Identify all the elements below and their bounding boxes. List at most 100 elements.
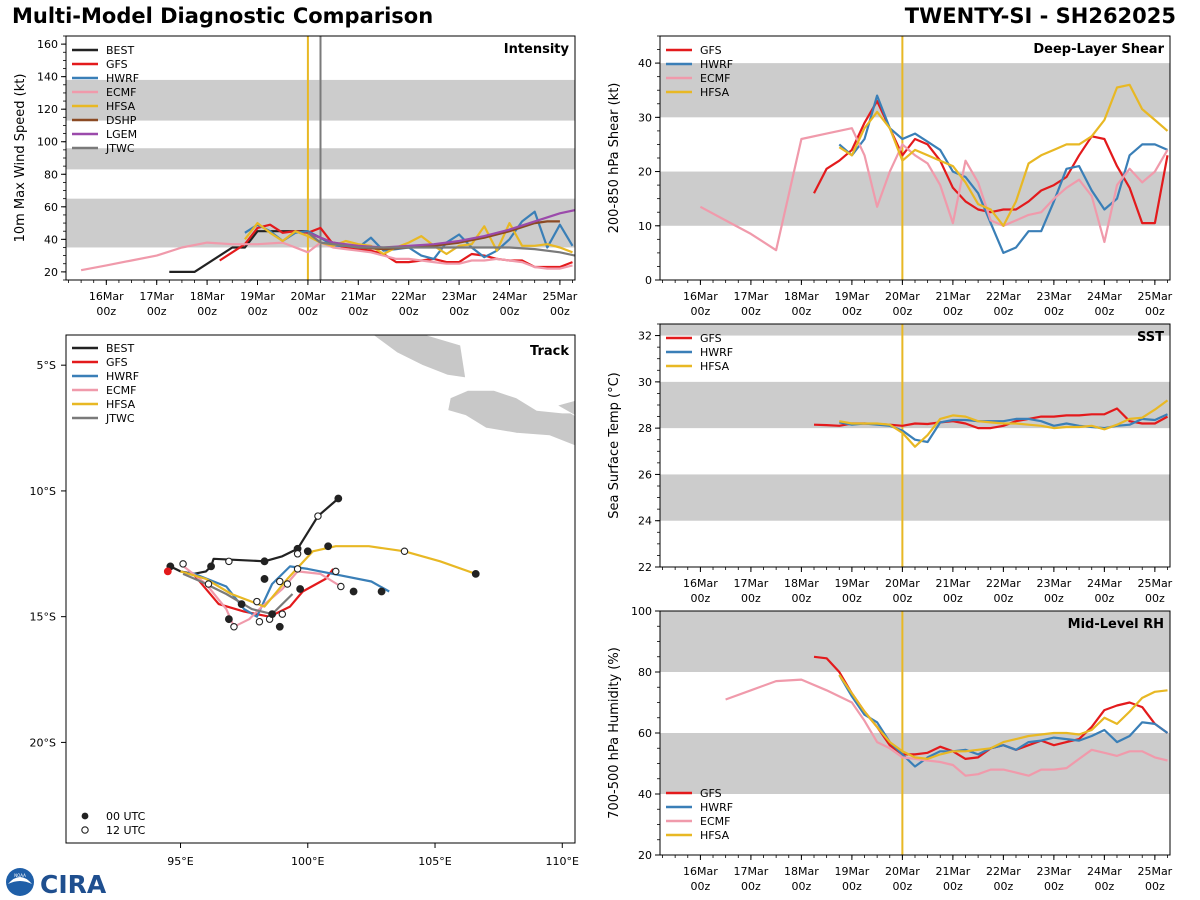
sst-xtick-label-day: 18Mar	[784, 577, 819, 590]
rh-xtick-label-hour: 00z	[1044, 880, 1064, 893]
rh-xtick-label-day: 17Mar	[734, 865, 769, 878]
noaa-seal-label: NOAA	[14, 873, 26, 878]
shear-xtick-label-day: 19Mar	[834, 290, 869, 303]
rh-xtick-label-hour: 00z	[741, 880, 761, 893]
intensity-ytick-label: 140	[37, 71, 58, 84]
intensity-xtick-label-day: 21Mar	[341, 290, 376, 303]
track-title: Track	[530, 344, 569, 359]
sst-series-hfsa	[839, 399, 1169, 448]
shear-ylabel: 200-850 hPa Shear (kt)	[607, 83, 622, 234]
intensity-ytick-label: 120	[37, 103, 58, 116]
track-point-12utc	[253, 597, 261, 606]
intensity-xtick-label-day: 17Mar	[139, 290, 174, 303]
rh-title: Mid-Level RH	[1068, 617, 1164, 632]
track-legend-label-00utc: 00 UTC	[106, 810, 146, 823]
sst-xtick-label-hour: 00z	[741, 592, 761, 605]
shear-legend-label-hwrf: HWRF	[700, 58, 733, 71]
track-point-00utc	[224, 615, 233, 624]
intensity-legend-label-best: BEST	[106, 44, 134, 57]
shear-xtick-label-hour: 00z	[892, 305, 912, 318]
rh-xtick-label-hour: 00z	[1094, 880, 1114, 893]
noaa-seal-icon	[6, 868, 34, 896]
track-point-00utc	[296, 585, 305, 593]
intensity-xtick-label-day: 16Mar	[89, 290, 124, 303]
track-land-0	[372, 335, 467, 379]
track-point-12utc	[204, 580, 213, 588]
shear-band-1	[660, 63, 1170, 118]
sst-xtick-label-hour: 00z	[1145, 592, 1165, 605]
intensity-ytick-label: 100	[37, 136, 58, 149]
sst-xtick-label-hour: 00z	[892, 592, 912, 605]
intensity-xtick-label-hour: 00z	[147, 305, 167, 318]
track-point-12utc	[230, 622, 238, 631]
rh-xtick-label-hour: 00z	[691, 880, 711, 893]
intensity-xtick-label-hour: 00z	[449, 305, 469, 318]
intensity-xtick-label-day: 20Mar	[291, 290, 326, 303]
track-point-00utc	[163, 567, 172, 576]
intensity-xtick-label-hour: 00z	[348, 305, 368, 318]
track-point-12utc	[255, 617, 264, 626]
intensity-legend-label-lgem: LGEM	[106, 128, 137, 141]
sst-xtick-label-day: 24Mar	[1087, 577, 1122, 590]
sst-band-2	[660, 324, 1170, 336]
shear-xtick-label-day: 25Mar	[1137, 290, 1172, 303]
track-series-hfsa	[180, 545, 477, 608]
rh-xtick-label-hour: 00z	[892, 880, 912, 893]
rh-series-ecmf	[725, 678, 1168, 777]
track-point-12utc	[225, 557, 233, 566]
sst-ytick-label: 22	[638, 561, 652, 574]
intensity-ytick-label: 40	[44, 233, 58, 246]
rh-xtick-label-day: 20Mar	[885, 865, 920, 878]
track-point-12utc	[179, 560, 187, 568]
track-series-best	[169, 497, 340, 576]
intensity-xtick-label-hour: 00z	[248, 305, 268, 318]
sst-xtick-label-hour: 00z	[691, 592, 711, 605]
sst-xtick-label-day: 22Mar	[986, 577, 1021, 590]
shear-legend-label-ecmf: ECMF	[700, 72, 730, 85]
sst-xtick-label-day: 20Mar	[885, 577, 920, 590]
shear-legend-label-hfsa: HFSA	[700, 86, 730, 99]
sst-ytick-label: 30	[638, 376, 652, 389]
rh-ylabel: 700-500 hPa Humidity (%)	[607, 647, 622, 819]
intensity-xtick-label-day: 25Mar	[542, 290, 577, 303]
rh-ytick-label: 20	[638, 849, 652, 862]
shear-xtick-label-hour: 00z	[1145, 305, 1165, 318]
track-point-12utc	[293, 550, 302, 558]
rh-xtick-label-day: 21Mar	[935, 865, 970, 878]
shear-band-0	[660, 171, 1170, 226]
rh-ytick-label: 60	[638, 727, 652, 740]
intensity-ytick-label: 60	[44, 201, 58, 214]
intensity-ylabel: 10m Max Wind Speed (kt)	[13, 74, 28, 243]
shear-legend-label-gfs: GFS	[700, 44, 722, 57]
track-legend-marker-12utc	[81, 826, 89, 834]
rh-legend-label-gfs: GFS	[700, 787, 722, 800]
intensity-xtick-label-hour: 00z	[399, 305, 419, 318]
track-land-1	[447, 389, 575, 447]
sst-ytick-label: 32	[638, 330, 652, 343]
track-point-00utc	[334, 494, 343, 503]
rh-xtick-label-day: 23Mar	[1036, 865, 1071, 878]
shear-xtick-label-hour: 00z	[993, 305, 1013, 318]
intensity-legend-label-gfs: GFS	[106, 58, 128, 71]
track-legend-label-hwrf: HWRF	[106, 370, 139, 383]
intensity-ytick-label: 160	[37, 38, 58, 51]
noaa-bird-icon	[8, 877, 32, 884]
intensity-series-jtwc	[307, 231, 575, 257]
track-xtick-label: 105°E	[418, 855, 451, 868]
shear-xtick-label-hour: 00z	[1044, 305, 1064, 318]
track-point-00utc	[275, 622, 284, 631]
sst-legend-label-gfs: GFS	[700, 332, 722, 345]
intensity-title: Intensity	[504, 42, 570, 57]
track-point-00utc	[377, 587, 386, 596]
rh-legend-label-ecmf: ECMF	[700, 815, 730, 828]
shear-xtick-label-hour: 00z	[943, 305, 963, 318]
rh-xtick-label-day: 24Mar	[1087, 865, 1122, 878]
intensity-xtick-label-hour: 00z	[550, 305, 570, 318]
track-point-00utc	[268, 610, 277, 619]
track-land-2	[556, 399, 575, 416]
track-point-00utc	[324, 542, 333, 551]
rh-ytick-label: 40	[638, 788, 652, 801]
track-ytick-label: 10°S	[30, 485, 56, 498]
shear-panel: 0 10 20 30 40 16Mar 00z 17Mar 00z 18Mar 00z 19Mar 00…	[607, 35, 1173, 318]
shear-ytick-label: 10	[638, 220, 652, 233]
